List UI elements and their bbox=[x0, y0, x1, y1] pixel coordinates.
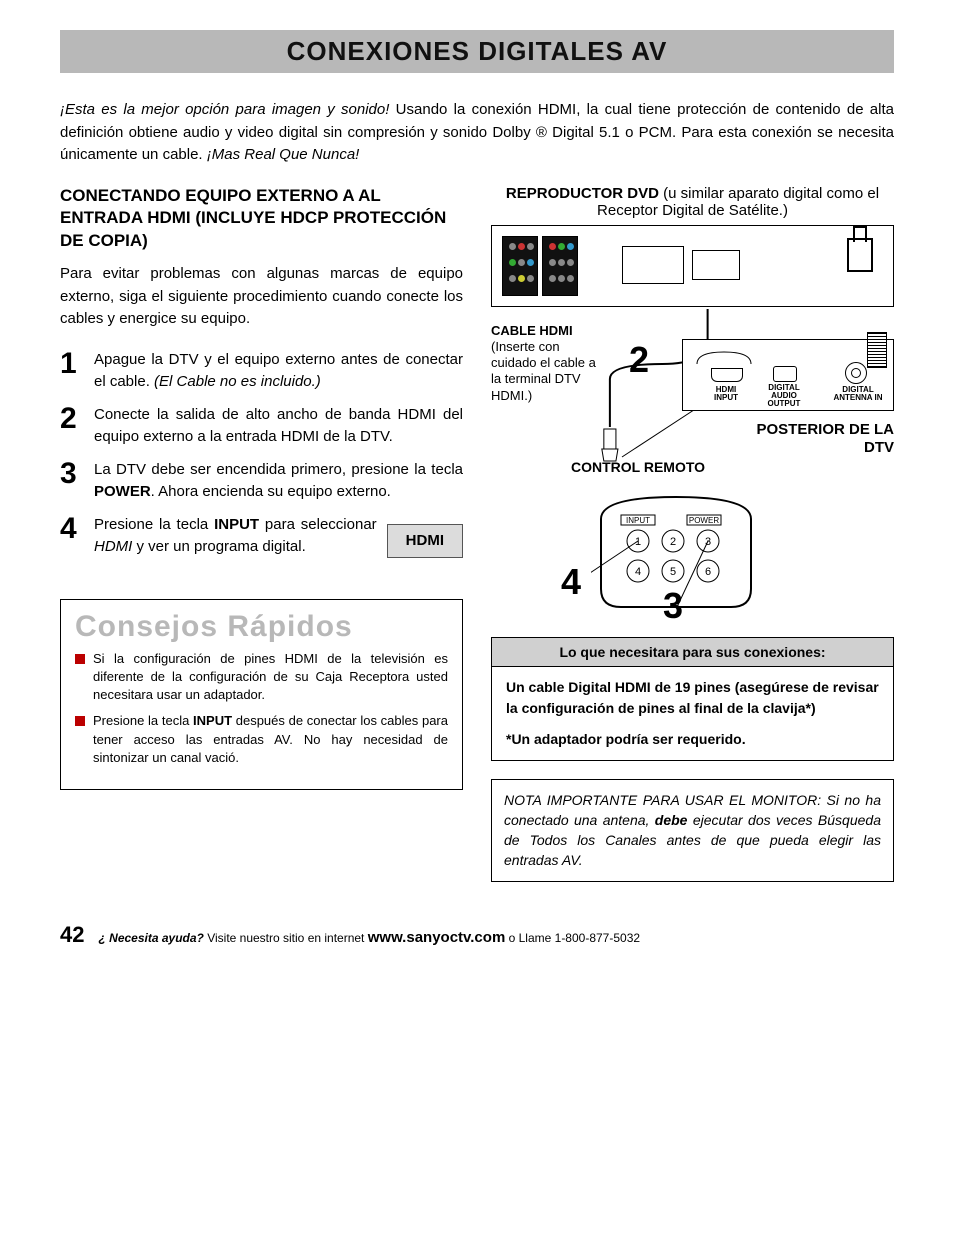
left-paragraph: Para evitar problemas con algunas marcas… bbox=[60, 263, 463, 331]
hdmi-cable-label: CABLE HDMI(Inserte con cuidado el cable … bbox=[491, 323, 601, 404]
bullet-icon bbox=[75, 716, 85, 726]
step-1: 1 Apague la DTV y el equipo externo ante… bbox=[60, 349, 463, 394]
tips-box: Consejos Rápidos Si la configuración de … bbox=[60, 599, 463, 790]
page-title: CONEXIONES DIGITALES AV bbox=[60, 30, 894, 73]
hdmi-badge: HDMI bbox=[387, 524, 463, 558]
dvd-heading: REPRODUCTOR DVD (u similar aparato digit… bbox=[491, 185, 894, 219]
step-italic: (El Cable no es incluido.) bbox=[154, 373, 321, 390]
step-number: 2 bbox=[60, 404, 84, 449]
footer-url: www.sanyoctv.com bbox=[368, 929, 506, 946]
dtv-rear-panel: HDMI INPUT DIGITAL AUDIO OUTPUT DIGITAL … bbox=[682, 339, 894, 411]
dtv-posterior-label: POSTERIOR DE LA DTV bbox=[734, 421, 894, 457]
step-4: 4 Presione la tecla INPUT para seleccion… bbox=[60, 514, 463, 559]
left-subhead: CONECTANDO EQUIPO EXTERNO A AL ENTRADA H… bbox=[60, 185, 463, 254]
step-number: 3 bbox=[60, 459, 84, 504]
svg-text:2: 2 bbox=[670, 536, 676, 548]
svg-text:6: 6 bbox=[705, 566, 711, 578]
requirements-heading: Lo que necesitara para sus conexiones: bbox=[492, 638, 893, 667]
hdmi-input-label: HDMI INPUT bbox=[703, 386, 749, 402]
tip-item: Si la configuración de pines HDMI de la … bbox=[75, 650, 448, 705]
footer-tail: o Llame 1-800-877-5032 bbox=[505, 931, 640, 945]
remote-heading: CONTROL REMOTO bbox=[571, 459, 705, 475]
tip-text: Si la configuración de pines HDMI de la … bbox=[93, 650, 448, 705]
bullet-icon bbox=[75, 654, 85, 664]
tips-title: Consejos Rápidos bbox=[75, 610, 448, 644]
svg-text:5: 5 bbox=[670, 566, 676, 578]
step-number: 4 bbox=[60, 514, 84, 559]
step-3: 3 La DTV debe ser encendida primero, pre… bbox=[60, 459, 463, 504]
svg-text:4: 4 bbox=[635, 566, 641, 578]
callout-4: 4 bbox=[561, 561, 581, 603]
important-note: NOTA IMPORTANTE PARA USAR EL MONITOR: Si… bbox=[491, 779, 894, 882]
dvd-rear-diagram bbox=[491, 225, 894, 307]
requirements-box: Lo que necesitara para sus conexiones: U… bbox=[491, 637, 894, 761]
step-text: Presione la tecla INPUT para seleccionar… bbox=[94, 514, 377, 559]
callout-3: 3 bbox=[663, 585, 683, 627]
step-text: Conecte la salida de alto ancho de banda… bbox=[94, 404, 463, 449]
step-text: La DTV debe ser encendida primero, presi… bbox=[94, 459, 463, 504]
step-2: 2 Conecte la salida de alto ancho de ban… bbox=[60, 404, 463, 449]
remote-diagram: INPUT POWER 1 2 3 4 5 6 bbox=[491, 489, 894, 619]
page-footer: 42 ¿ Necesita ayuda? Visite nuestro siti… bbox=[60, 922, 894, 948]
antenna-label: DIGITAL ANTENNA IN bbox=[833, 386, 883, 402]
remote-input-label: INPUT bbox=[626, 516, 650, 525]
callout-2: 2 bbox=[629, 339, 649, 381]
intro-paragraph: ¡Esta es la mejor opción para imagen y s… bbox=[60, 99, 894, 167]
page-number: 42 bbox=[60, 922, 84, 948]
remote-power-label: POWER bbox=[689, 516, 719, 525]
intro-trail: ¡Mas Real Que Nunca! bbox=[207, 146, 360, 163]
intro-lead: ¡Esta es la mejor opción para imagen y s… bbox=[60, 101, 389, 118]
footer-mid: Visite nuestro sitio en internet bbox=[204, 931, 368, 945]
tip-text: Presione la tecla INPUT después de conec… bbox=[93, 712, 448, 767]
step-number: 1 bbox=[60, 349, 84, 394]
requirement-2: *Un adaptador podría ser requerido. bbox=[506, 729, 879, 750]
tip-item: Presione la tecla INPUT después de conec… bbox=[75, 712, 448, 767]
digital-audio-label: DIGITAL AUDIO OUTPUT bbox=[761, 384, 807, 408]
connection-diagram: CABLE HDMI(Inserte con cuidado el cable … bbox=[491, 309, 894, 509]
steps-list: 1 Apague la DTV y el equipo externo ante… bbox=[60, 349, 463, 559]
requirement-1: Un cable Digital HDMI de 19 pines (asegú… bbox=[506, 677, 879, 719]
footer-help: ¿ Necesita ayuda? bbox=[98, 931, 203, 945]
